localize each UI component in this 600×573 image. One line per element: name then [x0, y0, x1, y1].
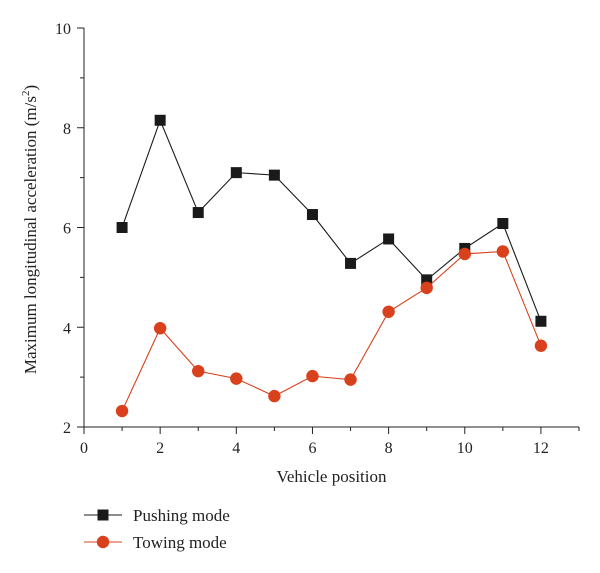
chart-series	[115, 114, 548, 418]
data-point	[496, 245, 510, 258]
x-tick-label: 0	[80, 440, 88, 457]
data-point	[383, 233, 395, 245]
data-point	[458, 247, 471, 261]
series-towing-mode	[115, 245, 548, 418]
y-axis-label-main: Maximum longitudinal acceleration (m/s	[21, 96, 40, 374]
data-point	[382, 305, 395, 318]
y-tick-label: 6	[63, 221, 71, 238]
chart-legend: Pushing mode Towing mode	[84, 506, 230, 552]
data-point	[268, 169, 280, 181]
legend-label: Towing mode	[133, 533, 227, 552]
data-point	[344, 373, 357, 386]
y-tick-label: 10	[55, 21, 71, 38]
legend-marker	[97, 509, 109, 521]
data-point	[534, 339, 548, 352]
data-point	[230, 372, 243, 385]
legend-marker	[96, 535, 110, 549]
y-axis-label-tail: )	[21, 85, 40, 91]
data-point	[115, 404, 129, 418]
data-point	[497, 218, 509, 230]
data-point	[268, 389, 281, 403]
legend-entry: Towing mode	[84, 533, 227, 552]
legend-label: Pushing mode	[133, 506, 230, 525]
y-axis-label-superscript: 2	[20, 91, 32, 97]
series-line	[121, 250, 542, 412]
data-point	[154, 114, 166, 126]
data-point	[345, 257, 357, 269]
x-tick-label: 8	[385, 440, 393, 457]
y-axis-label: Maximum longitudinal acceleration (m/s2)	[20, 85, 40, 374]
data-point	[192, 207, 204, 219]
x-tick-label: 10	[457, 440, 473, 457]
series-pushing-mode	[116, 114, 547, 327]
data-point	[306, 369, 319, 383]
y-tick-label: 2	[63, 420, 71, 437]
data-point	[420, 281, 433, 295]
data-point	[192, 364, 205, 378]
x-tick-label: 2	[156, 440, 164, 457]
x-tick-label: 6	[308, 440, 316, 457]
x-tick-label: 4	[232, 440, 240, 457]
x-axis-label: Vehicle position	[276, 467, 387, 486]
data-point	[421, 274, 433, 286]
y-tick-label: 4	[63, 320, 71, 337]
data-point	[153, 322, 167, 335]
y-tick-label: 8	[63, 121, 71, 138]
series-line	[121, 118, 542, 322]
data-point	[116, 222, 128, 233]
legend-entry: Pushing mode	[84, 506, 230, 525]
x-tick-label: 12	[533, 440, 549, 457]
data-point	[230, 167, 242, 179]
data-point	[535, 315, 547, 327]
data-point	[306, 209, 318, 221]
